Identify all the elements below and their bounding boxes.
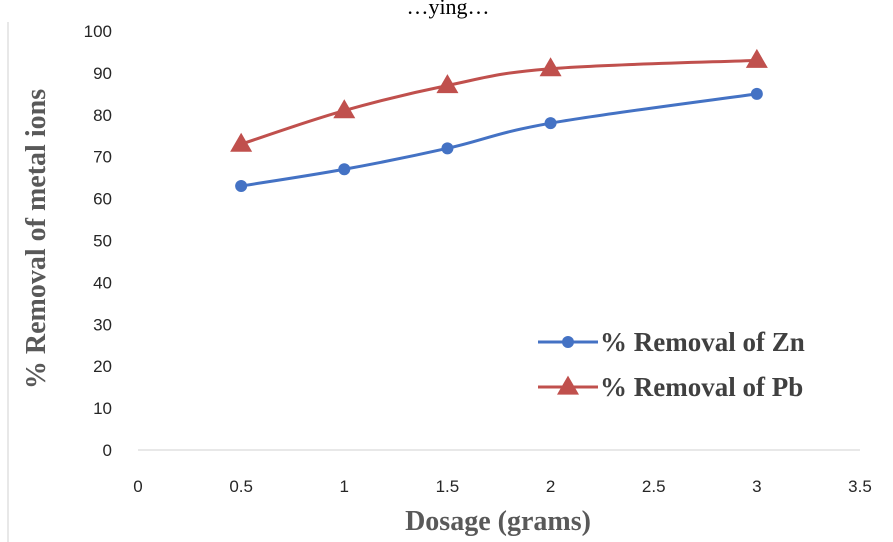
- chart-title: …ying…: [406, 0, 489, 19]
- y-tick-label: 90: [93, 64, 112, 83]
- x-tick-label: 3.5: [848, 477, 872, 496]
- y-tick-label: 80: [93, 106, 112, 125]
- x-tick-label: 0: [133, 477, 142, 496]
- y-axis-tick-labels: 0 10 20 30 40 50 60 70 80 90 100: [84, 22, 112, 460]
- legend: % Removal of Zn % Removal of Pb: [538, 327, 805, 402]
- data-point-circle: [235, 180, 248, 193]
- y-tick-label: 0: [103, 441, 112, 460]
- data-point-triangle: [745, 48, 768, 68]
- x-tick-label: 3: [752, 477, 761, 496]
- y-axis-title: % Removal of metal ions: [21, 89, 52, 389]
- x-tick-label: 2.5: [642, 477, 666, 496]
- y-tick-label: 30: [93, 315, 112, 334]
- data-point-circle: [750, 87, 763, 100]
- data-point-circle: [441, 142, 454, 155]
- series-line-1: [239, 58, 759, 146]
- y-tick-label: 70: [93, 148, 112, 167]
- data-point-circle: [338, 163, 351, 176]
- series-line-0: [239, 92, 759, 188]
- x-tick-label: 0.5: [229, 477, 253, 496]
- y-tick-label: 20: [93, 357, 112, 376]
- legend-swatch-marker: [562, 336, 574, 348]
- series-layer: [230, 48, 768, 193]
- x-axis-tick-labels: 0 0.5 1 1.5 2 2.5 3 3.5: [133, 477, 872, 496]
- legend-swatch-marker: [557, 375, 579, 395]
- data-point-triangle: [230, 132, 253, 152]
- legend-label: % Removal of Zn: [600, 327, 805, 357]
- x-tick-label: 1: [340, 477, 349, 496]
- y-tick-label: 40: [93, 273, 112, 292]
- x-tick-label: 1.5: [436, 477, 460, 496]
- y-tick-label: 100: [84, 22, 112, 41]
- y-tick-label: 60: [93, 190, 112, 209]
- data-point-triangle: [436, 74, 459, 94]
- data-point-triangle: [333, 99, 356, 119]
- data-point-circle: [544, 117, 557, 130]
- legend-label: % Removal of Pb: [600, 372, 803, 402]
- y-tick-label: 10: [93, 399, 112, 418]
- y-tick-label: 50: [93, 232, 112, 251]
- data-point-triangle: [539, 57, 562, 77]
- x-axis-title: Dosage (grams): [405, 506, 591, 537]
- x-tick-label: 2: [546, 477, 555, 496]
